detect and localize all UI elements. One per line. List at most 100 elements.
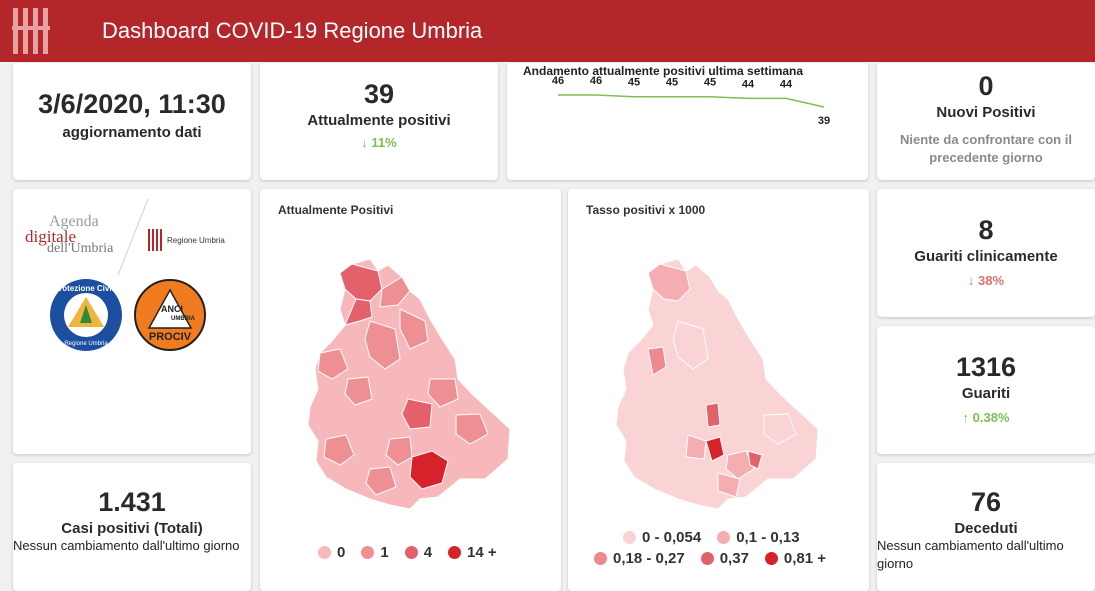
map1-title: Attualmente Positivi (278, 203, 394, 217)
casi-value: 1.431 (98, 487, 166, 517)
legend-label: 0,18 - 0,27 (613, 550, 685, 567)
legend-item: 0 - 0,054 (623, 529, 701, 546)
regione-umbria-small-logo: Regione Umbria (148, 229, 225, 251)
deceduti-note: Nessun cambiamento dall'ultimo giorno (877, 538, 1064, 571)
legend-label: 14 + (467, 544, 497, 561)
guariti-value: 1316 (955, 352, 1017, 382)
legend-item: 14 + (448, 544, 497, 561)
legend-swatch (448, 546, 462, 559)
guariti-clin-card: 8 Guariti clinicamente ↓ 38% (877, 189, 1095, 317)
regione-umbria-logo (12, 8, 50, 54)
legend-item: 0,18 - 0,27 (594, 550, 685, 567)
trend-sparkline: 46 46 45 45 45 44 44 39 (552, 75, 830, 127)
regione-umbria-label: Regione Umbria (167, 235, 225, 245)
guariti-clin-label: Guariti clinicamente (914, 248, 1058, 265)
trend-card: Andamento attualmente positivi ultima se… (507, 63, 868, 180)
legend-swatch (594, 552, 607, 565)
agenda-text: Agenda (49, 213, 99, 230)
positivi-card: 39 Attualmente positivi ↓ 11% (260, 63, 498, 180)
legend-label: 0,37 (719, 550, 749, 567)
update-label: aggiornamento dati (62, 124, 202, 141)
trend-point-label: 45 (628, 77, 640, 89)
arrow-up-icon: ↑ (962, 410, 970, 425)
anci-label: ANCI (161, 304, 183, 314)
legend-item: 0,81 + (764, 550, 827, 567)
anci-prociv-logo: ANCI UMBRIA PROCIV (134, 279, 206, 351)
umbria-text: dell'Umbria (47, 241, 114, 256)
positivi-label: Attualmente positivi (307, 112, 451, 129)
legend-item: 0 (318, 544, 345, 561)
dashboard-title: Dashboard COVID-19 Regione Umbria (102, 18, 483, 43)
guariti-card: 1316 Guariti ↑ 0.38% (877, 326, 1095, 454)
trend-point-label: 46 (590, 75, 602, 87)
trend-point-label: 44 (780, 78, 793, 90)
umbria-map-positivi[interactable] (260, 229, 561, 559)
guariti-delta-value: 0.38% (972, 410, 1010, 425)
deceduti-card: 76 Deceduti Nessun cambiamento dall'ulti… (877, 463, 1095, 591)
positivi-delta: ↓ 11% (260, 135, 498, 150)
trend-point-label: 46 (552, 75, 564, 87)
trend-point-label: 44 (742, 78, 755, 90)
legend-label: 1 (380, 544, 389, 561)
legend-label: 0 (337, 544, 346, 561)
nuovi-label: Nuovi Positivi (936, 104, 1036, 121)
legend-item: 0,37 (700, 550, 749, 567)
agenda-digitale-logo: Agenda digitale dell'Umbria (25, 213, 130, 263)
arrow-down-icon: ↓ (361, 135, 368, 150)
nuovi-note: Niente da confrontare con il precedente … (900, 132, 1072, 165)
protezione-sub-label: Regione Umbria (64, 341, 108, 347)
trend-title: Andamento attualmente positivi ultima se… (523, 64, 804, 78)
legend-swatch (404, 546, 418, 559)
umbria-map-tasso[interactable] (568, 229, 869, 549)
positivi-delta-value: 11% (371, 135, 397, 150)
digitale-text: digitale (25, 227, 76, 246)
casi-note: Nessun cambiamento dall'ultimo giorno (13, 538, 240, 553)
map2-card: Tasso positivi x 1000 0 - 0,054 0,1 - 0,… (568, 189, 869, 591)
legend-label: 0,1 - 0,13 (736, 529, 800, 546)
guariti-delta: ↑ 0.38% (877, 410, 1095, 425)
map2-legend-row2: 0,18 - 0,27 0,37 0,81 + (594, 550, 842, 567)
anci-umbria-label: UMBRIA (171, 316, 196, 322)
logos-card: Agenda digitale dell'Umbria Regione Umbr… (13, 189, 251, 454)
legend-swatch (623, 531, 636, 544)
map2-legend-row1: 0 - 0,054 0,1 - 0,13 (623, 529, 816, 546)
app-header: Dashboard COVID-19 Regione Umbria (0, 0, 1095, 62)
map1-card: Attualmente Positivi 0 1 4 14 + (260, 189, 561, 591)
legend-swatch (361, 546, 375, 559)
update-card: 3/6/2020, 11:30 aggiornamento dati (13, 63, 251, 180)
legend-swatch (717, 531, 731, 544)
guariti-label: Guariti (961, 385, 1011, 402)
legend-label: 4 (423, 544, 433, 561)
legend-swatch (700, 552, 714, 565)
trend-point-label: 45 (704, 77, 716, 89)
trend-point-label: 39 (818, 115, 830, 127)
nuovi-card: 0 Nuovi Positivi Niente da confrontare c… (877, 63, 1095, 180)
legend-label: 0,81 + (783, 550, 827, 567)
protezione-civile-logo: Protezione Civile Regione Umbria (50, 279, 122, 351)
nuovi-value: 0 (978, 71, 994, 101)
map1-legend: 0 1 4 14 + (318, 544, 513, 561)
trend-point-label: 45 (666, 77, 678, 89)
legend-item: 1 (361, 544, 389, 561)
guariti-clin-delta: ↓ 38% (877, 273, 1095, 288)
map2-title: Tasso positivi x 1000 (586, 203, 706, 217)
legend-swatch (764, 552, 778, 565)
legend-item: 0,1 - 0,13 (717, 529, 800, 546)
protezione-label: Protezione Civile (54, 284, 119, 293)
guariti-clin-value: 8 (978, 215, 994, 245)
casi-label: Casi positivi (Totali) (61, 520, 203, 537)
divider-line (117, 198, 149, 276)
trend-line (558, 94, 825, 108)
casi-card: 1.431 Casi positivi (Totali) Nessun camb… (13, 463, 251, 591)
guariti-clin-delta-value: 38% (978, 273, 1005, 288)
positivi-value: 39 (363, 79, 395, 109)
legend-item: 4 (404, 544, 433, 561)
regione-umbria-icon (148, 229, 162, 251)
update-datetime: 3/6/2020, 11:30 (38, 89, 226, 119)
arrow-down-icon: ↓ (967, 273, 975, 288)
prociv-label: PROCIV (149, 331, 192, 343)
legend-swatch (318, 546, 331, 559)
legend-label: 0 - 0,054 (642, 529, 702, 546)
deceduti-value: 76 (970, 487, 1002, 517)
deceduti-label: Deceduti (954, 520, 1018, 537)
